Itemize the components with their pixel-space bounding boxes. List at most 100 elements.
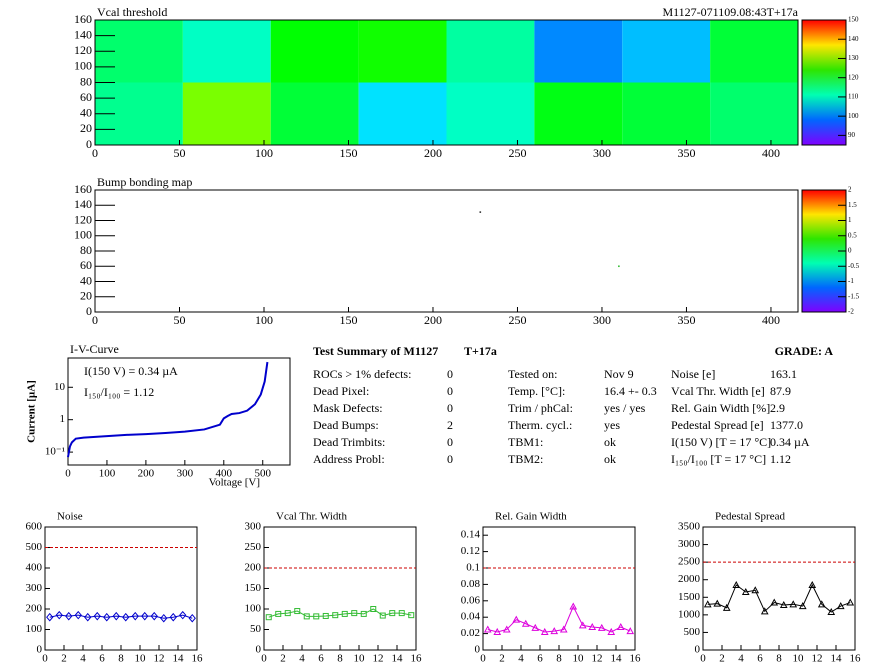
summary-tag: T+17a: [464, 344, 497, 358]
marker: [332, 612, 339, 619]
summary-value: 16.4 +- 0.3: [604, 384, 657, 398]
x-tick-label: 14: [392, 653, 404, 665]
x-tick-label: 250: [508, 313, 526, 327]
data-line: [67, 361, 269, 458]
chart-title: Rel. Gain Width: [495, 511, 567, 523]
marker: [722, 603, 731, 611]
marker: [265, 614, 272, 621]
y-tick-label: 2000: [678, 573, 701, 585]
x-tick-label: 250: [508, 146, 526, 160]
marker: [55, 610, 63, 620]
z-tick-label: 1.5: [848, 201, 857, 209]
summary-value: yes / yes: [604, 401, 646, 415]
heatmap-cell: [710, 20, 798, 83]
y-tick-label: 50: [250, 623, 262, 635]
y-tick-label: 40: [80, 106, 92, 120]
summary-label: ROCs > 1% defects:: [313, 367, 411, 381]
z-tick-label: 0: [848, 247, 852, 255]
x-tick-label: 200: [424, 146, 442, 160]
x-tick-label: 12: [592, 653, 603, 665]
heatmap-cell: [446, 20, 535, 83]
heatmap-cell: [270, 82, 359, 145]
heatmap-cell: [534, 20, 623, 83]
y-tick-label: 140: [74, 27, 92, 41]
y-tick-label: 400: [26, 562, 43, 574]
heatmap-cell: [358, 82, 447, 145]
y-tick-label: 600: [26, 521, 43, 533]
y-tick-label: 100: [26, 623, 43, 635]
y-tick-label: 120: [74, 43, 92, 57]
heatmap-cell: [182, 82, 271, 145]
marker: [779, 600, 788, 609]
x-tick-label: 400: [762, 313, 780, 327]
x-tick-label: 10: [354, 653, 366, 665]
y-tick-label: 120: [74, 212, 92, 226]
marker: [370, 606, 377, 612]
marker: [169, 612, 177, 622]
heatmap-cell: [182, 20, 271, 83]
z-tick-label: -1: [848, 277, 854, 285]
marker: [341, 610, 348, 617]
heatmap-cell: [622, 20, 711, 83]
grade: GRADE: A: [775, 344, 834, 358]
marker: [741, 587, 750, 596]
x-tick-label: 6: [318, 653, 324, 665]
x-tick-label: 8: [118, 653, 124, 665]
x-tick-label: 10: [135, 653, 147, 665]
marker: [398, 610, 405, 617]
x-tick-label: 14: [831, 653, 843, 665]
x-tick-label: 16: [850, 653, 862, 665]
y-tick-label: 0: [695, 644, 701, 656]
x-tick-label: 12: [373, 653, 384, 665]
marker: [160, 613, 168, 623]
marker: [112, 611, 120, 621]
z-tick-label: 90: [848, 131, 856, 139]
marker: [808, 580, 817, 588]
marker: [303, 613, 310, 620]
marker: [131, 611, 139, 621]
x-axis-label: Voltage [V]: [209, 477, 260, 489]
summary-label: Dead Bumps:: [313, 418, 379, 432]
x-tick-label: 150: [339, 313, 357, 327]
x-tick-label: 0: [480, 653, 486, 665]
summary-label: Noise [e]: [671, 367, 715, 381]
summary-label: Trim / phCal:: [508, 401, 573, 415]
heatmap-cell: [358, 20, 447, 83]
y-tick-label: 1: [60, 413, 66, 425]
marker: [74, 610, 82, 620]
marker: [846, 598, 855, 606]
y-tick-label: 40: [80, 273, 92, 287]
marker: [150, 611, 158, 621]
y-tick-label: 10⁻¹: [45, 446, 65, 458]
x-tick-label: 4: [738, 653, 744, 665]
x-tick-label: 16: [192, 653, 204, 665]
colorbar: [801, 19, 847, 146]
marker: [284, 610, 291, 617]
marker: [188, 613, 196, 623]
x-tick-label: 350: [677, 313, 695, 327]
y-tick-label: 200: [26, 603, 43, 615]
x-tick-label: 300: [593, 146, 611, 160]
marker: [179, 610, 187, 620]
summary-value: 0: [447, 367, 453, 381]
summary-value: 0: [447, 384, 453, 398]
summary-value: 0: [447, 452, 453, 466]
heatmap-cell: [270, 20, 359, 83]
chart-title: Vcal Thr. Width: [276, 511, 347, 523]
z-tick-label: 110: [848, 93, 859, 101]
x-tick-label: 50: [173, 146, 185, 160]
y-tick-label: 200: [245, 562, 262, 574]
marker: [46, 612, 54, 622]
x-tick-label: 400: [216, 468, 233, 480]
marker: [588, 622, 597, 631]
marker: [827, 608, 836, 616]
marker: [122, 612, 130, 622]
y-tick-label: 0: [86, 137, 92, 151]
x-tick-label: 4: [299, 653, 305, 665]
y-tick-label: 0.12: [461, 545, 480, 557]
x-tick-label: 350: [677, 146, 695, 160]
summary-value: 0: [447, 435, 453, 449]
marker: [751, 586, 760, 594]
plot-frame: [44, 526, 198, 651]
